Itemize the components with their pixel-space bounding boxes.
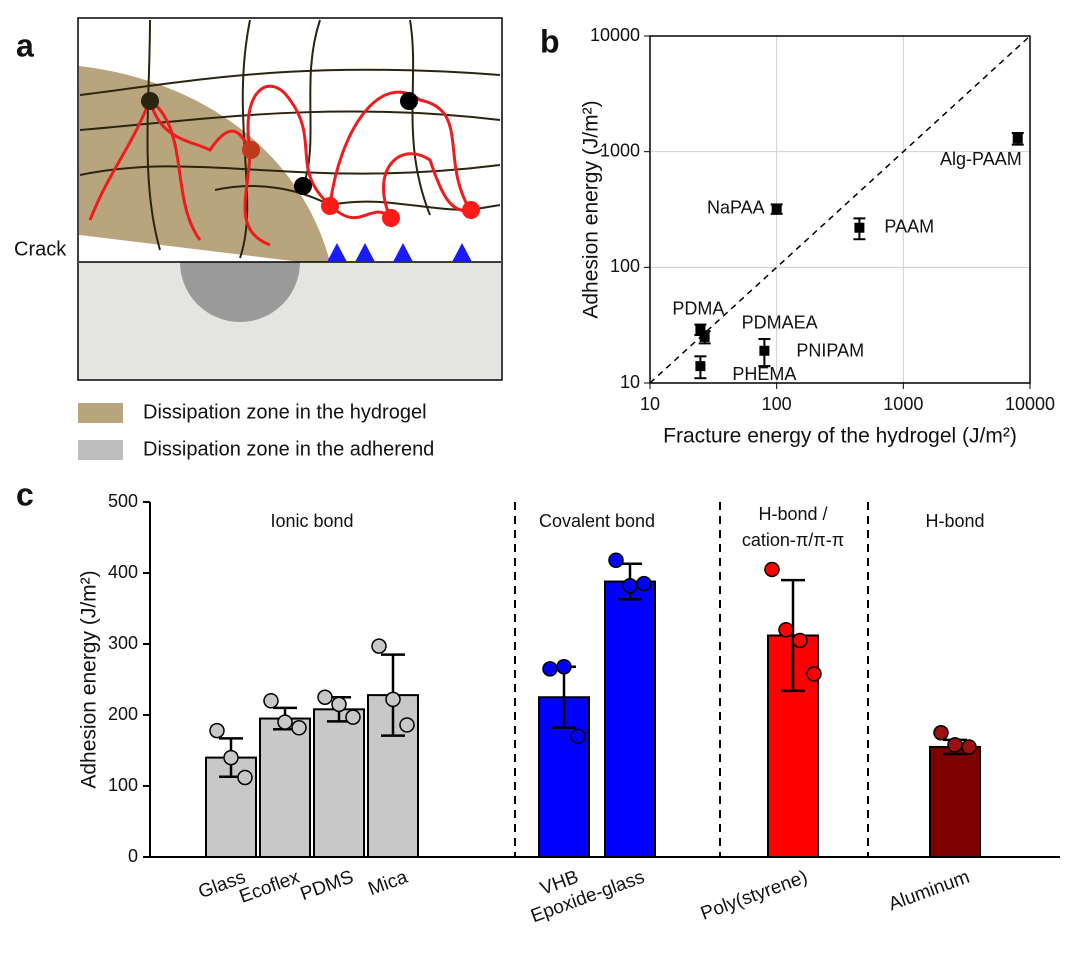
point-label: PDMA: [672, 298, 724, 318]
x-tick-label: Mica: [366, 867, 411, 901]
x-tick-label: 1000: [883, 394, 923, 414]
panel-label: b: [540, 23, 560, 59]
replicate-point: [961, 739, 977, 755]
panel-label: c: [16, 476, 34, 512]
point-label: NaPAA: [707, 198, 765, 218]
plot-frame: [649, 35, 1031, 384]
replicate-point: [542, 661, 558, 677]
bar: [313, 708, 365, 858]
x-tick-label: Aluminum: [886, 867, 973, 916]
replicate-point: [237, 769, 253, 786]
y-tick-label: 100: [610, 256, 640, 276]
bar: [604, 580, 656, 859]
replicate-point: [947, 737, 963, 753]
legend-swatch: [78, 403, 123, 423]
group-label: Ionic bond: [270, 511, 353, 531]
group-separators: [514, 502, 869, 857]
replicate-point: [792, 632, 808, 649]
y-axis-title: Adhesion energy (J/m²): [580, 100, 603, 318]
replicate-point: [345, 709, 361, 725]
hydrogel-zone: [79, 66, 330, 262]
y-tick-label: 0: [128, 846, 138, 866]
replicate-point: [806, 666, 822, 682]
crosslinks: [141, 92, 480, 227]
legend-label: Dissipation zone in the hydrogel: [143, 401, 427, 423]
x-tick-label: Ecoflex: [237, 867, 303, 908]
y-tick-label: 400: [108, 562, 138, 582]
chains: [88, 84, 472, 247]
replicate-point: [331, 696, 347, 713]
diagram: [77, 17, 503, 381]
crack-wedge: [79, 235, 300, 262]
point-label: PNIPAM: [796, 341, 864, 361]
anchors: [327, 243, 472, 262]
replicate-point: [399, 717, 415, 733]
replicate-point: [263, 693, 279, 709]
group-label: cation-π/π-π: [742, 530, 844, 550]
point: [699, 331, 710, 342]
adherend-zone: [180, 262, 300, 322]
group-label: Covalent bond: [539, 511, 655, 531]
y-tick-label: 300: [108, 633, 138, 653]
replicate-point: [636, 575, 652, 592]
panel-label: a: [16, 27, 34, 63]
point: [771, 203, 782, 214]
replicate-point: [778, 622, 794, 638]
y-tick-label: 200: [108, 704, 138, 724]
replicate-point: [385, 691, 401, 708]
identity-line: [649, 35, 1031, 384]
point-label: PDMAEA: [742, 313, 818, 333]
point: [695, 361, 706, 372]
point-label: Alg-PAAM: [940, 149, 1022, 169]
replicate-point: [371, 638, 387, 654]
y-axis-title: Adhesion energy (J/m²): [78, 570, 101, 788]
replicate-point: [622, 578, 638, 594]
replicate-point: [209, 722, 225, 739]
point-label: PHEMA: [732, 364, 796, 384]
point: [1012, 133, 1023, 144]
x-tick-label: 10: [640, 394, 660, 414]
point: [854, 222, 865, 233]
y-tick-label: 500: [108, 491, 138, 511]
point: [759, 345, 770, 356]
y-tick-label: 10: [620, 372, 640, 392]
group-label: H-bond: [925, 511, 984, 531]
point: [695, 324, 706, 335]
y-tick-label: 10000: [590, 25, 640, 45]
replicate-point: [277, 714, 293, 730]
replicate-point: [223, 749, 239, 766]
point-label: PAAM: [884, 216, 934, 236]
replicate-point: [764, 561, 780, 578]
replicate-point: [291, 720, 307, 736]
replicate-point: [556, 658, 572, 675]
x-tick-label: 100: [762, 394, 792, 414]
replicate-point: [608, 552, 624, 568]
legend-label: Dissipation zone in the adherend: [143, 438, 434, 460]
replicate-point: [317, 689, 333, 705]
bar: [259, 717, 311, 858]
x-tick-label: Poly(styrene): [698, 867, 810, 925]
x-tick-label: 10000: [1005, 394, 1055, 414]
y-tick-label: 100: [108, 775, 138, 795]
replicate-point: [933, 725, 949, 741]
replicate-point: [570, 728, 586, 745]
crack-label: Crack: [14, 238, 67, 260]
group-label: H-bond /: [758, 504, 827, 524]
x-tick-label: PDMS: [298, 867, 357, 906]
bar: [929, 745, 981, 859]
x-axis-title: Fracture energy of the hydrogel (J/m²): [663, 425, 1017, 448]
y-tick-label: 1000: [600, 140, 640, 160]
legend-swatch: [78, 440, 123, 460]
